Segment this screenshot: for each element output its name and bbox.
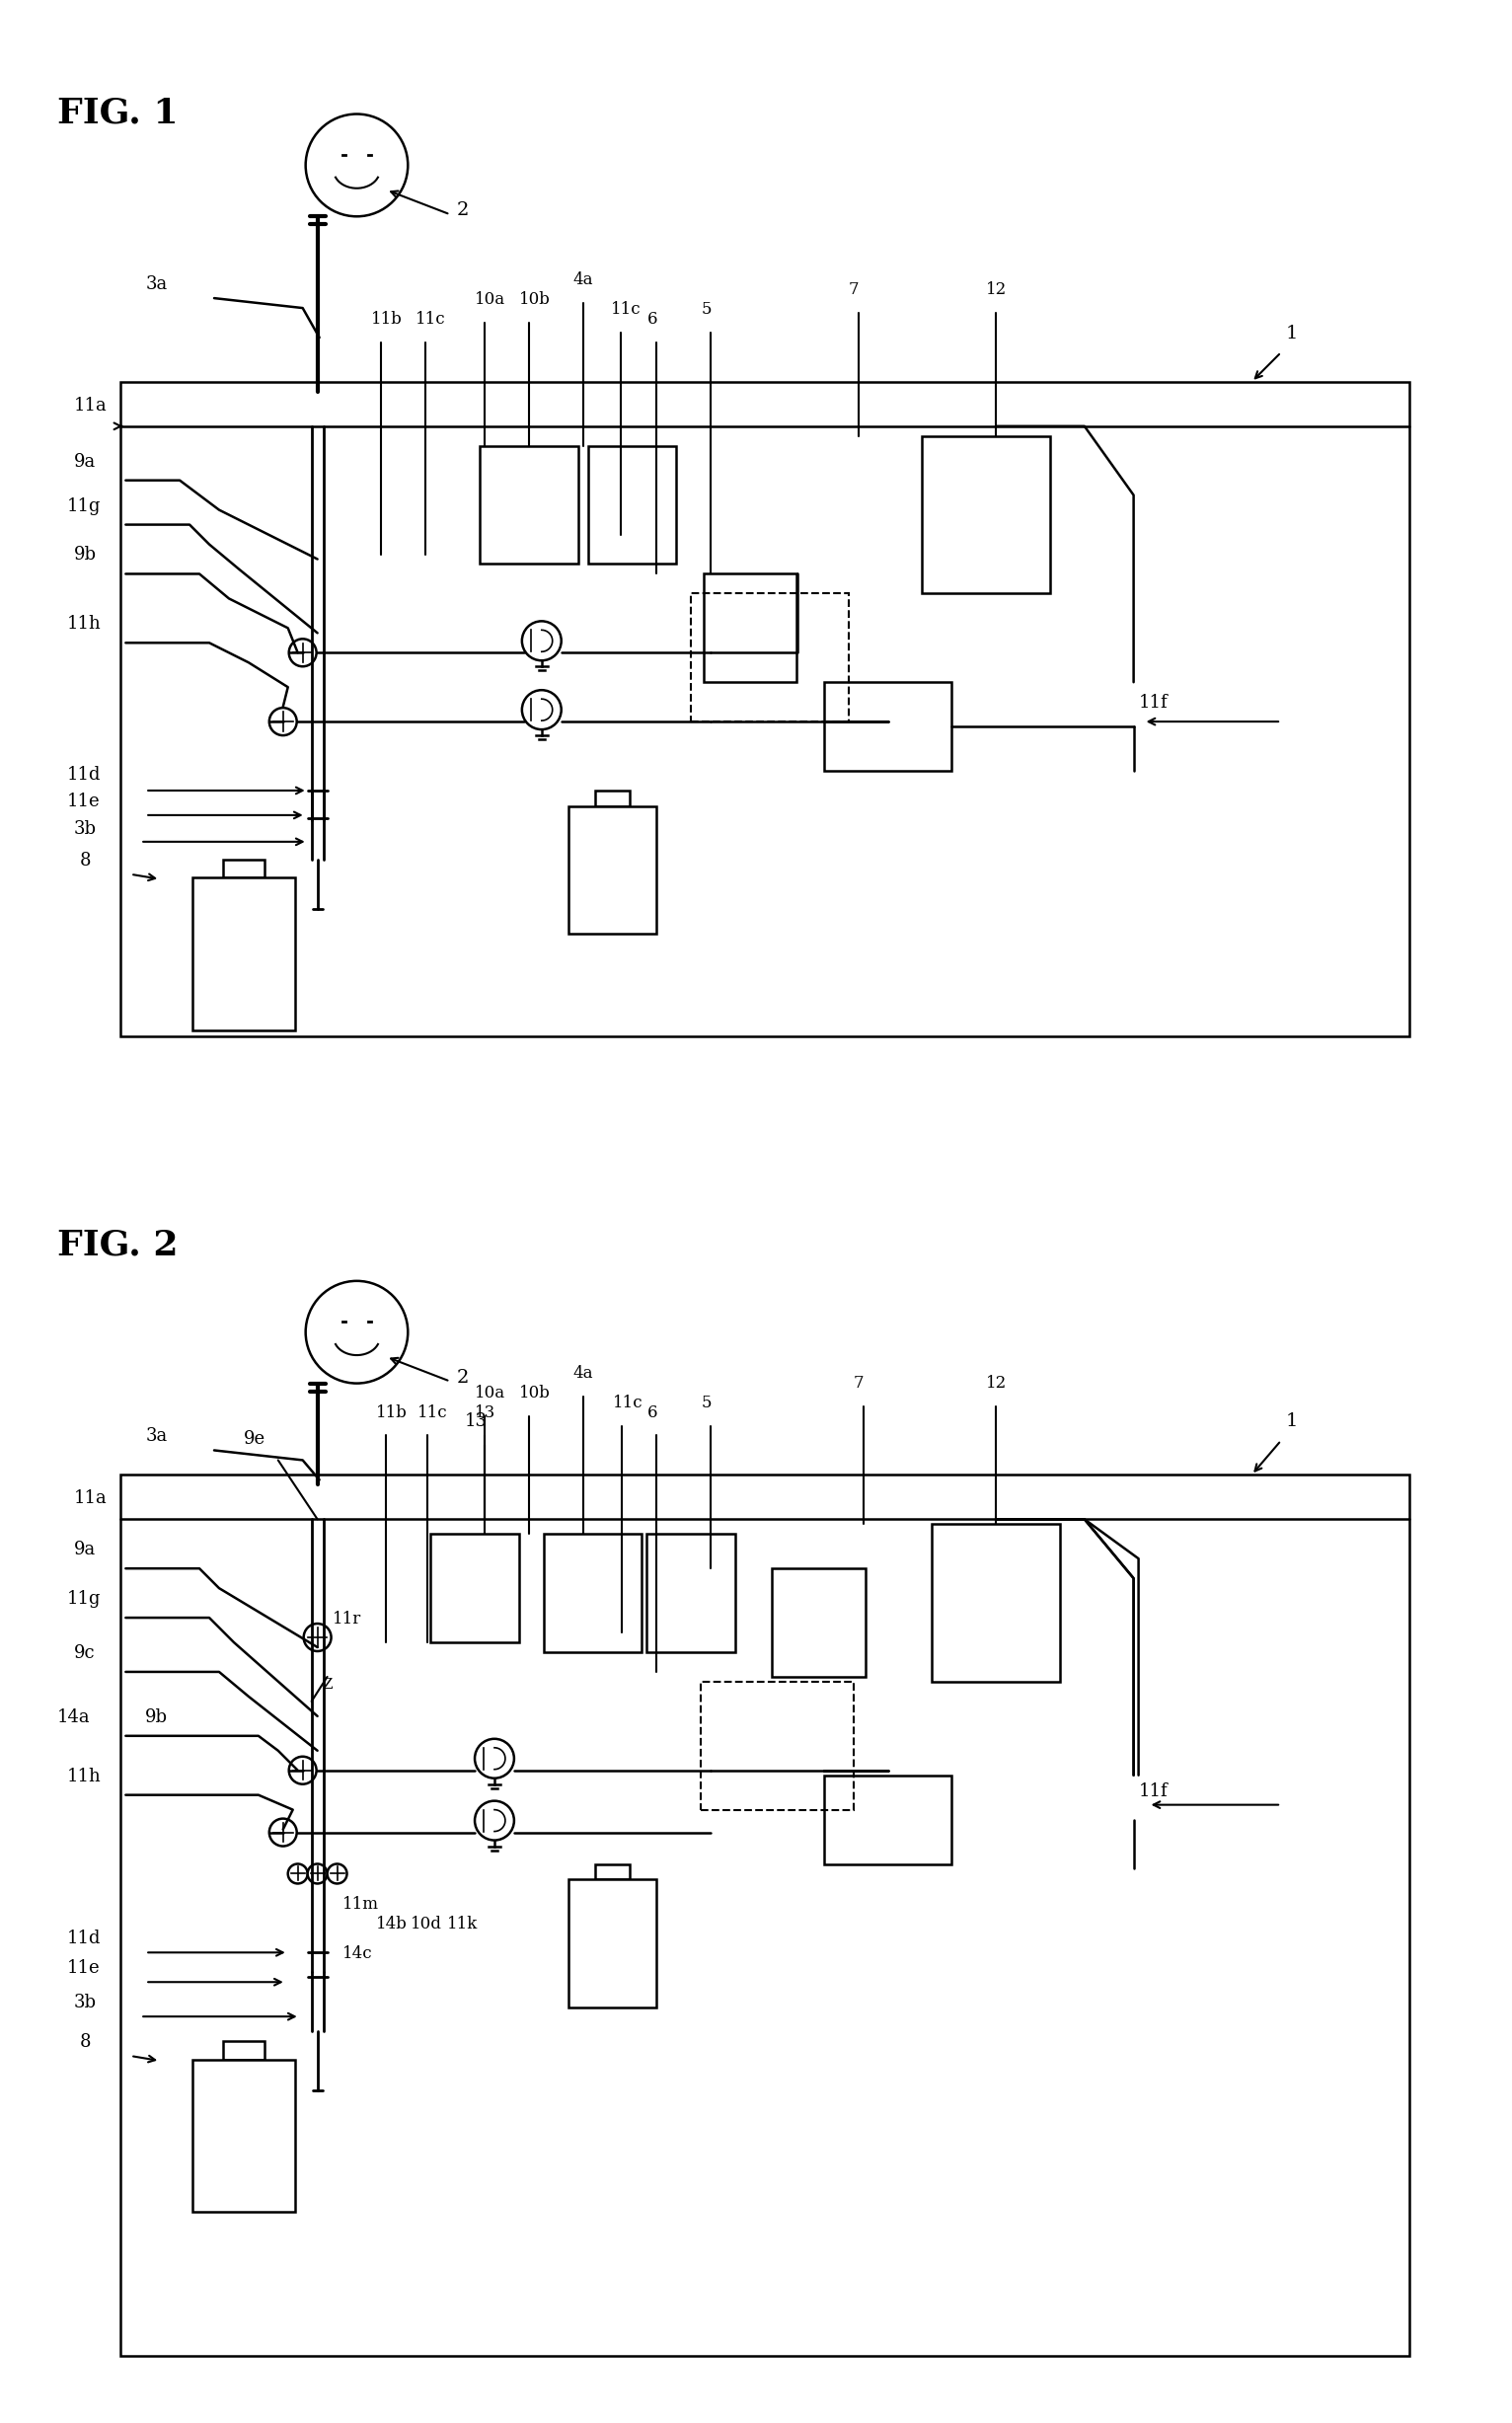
Circle shape	[289, 640, 316, 666]
Text: 10a: 10a	[475, 291, 505, 308]
Text: 14a: 14a	[57, 1708, 91, 1725]
Text: 9e: 9e	[243, 1430, 266, 1449]
Text: 9a: 9a	[74, 453, 95, 470]
Text: 6: 6	[647, 1403, 658, 1420]
Text: 11e: 11e	[67, 1960, 100, 1977]
Text: 11f: 11f	[1139, 693, 1167, 712]
Text: 2: 2	[457, 201, 469, 220]
Text: 10b: 10b	[519, 1384, 550, 1400]
Text: 5: 5	[702, 1393, 711, 1410]
Text: 11k: 11k	[448, 1917, 478, 1934]
Bar	[121, 1476, 1409, 2355]
Text: 7: 7	[848, 281, 859, 298]
Bar	[922, 436, 1049, 594]
Text: 11g: 11g	[67, 1589, 101, 1609]
Text: 4a: 4a	[573, 1364, 593, 1381]
Text: 3b: 3b	[74, 819, 97, 838]
Text: 9a: 9a	[74, 1541, 95, 1558]
Bar	[192, 2060, 295, 2212]
Text: 7: 7	[853, 1374, 863, 1391]
Text: 11c: 11c	[612, 1393, 643, 1410]
Text: 9b: 9b	[74, 545, 97, 565]
Circle shape	[327, 1863, 346, 1883]
Text: 14c: 14c	[342, 1946, 372, 1963]
Text: 13: 13	[475, 1403, 496, 1420]
Bar	[222, 860, 265, 877]
Text: 11c: 11c	[611, 300, 641, 317]
Text: 12: 12	[986, 281, 1007, 298]
Text: 11b: 11b	[372, 310, 404, 327]
Text: FIG. 1: FIG. 1	[57, 97, 178, 131]
Text: 3a: 3a	[145, 1427, 168, 1447]
Bar	[544, 1534, 643, 1652]
Text: 4a: 4a	[573, 271, 593, 288]
Bar	[121, 383, 1409, 1037]
Text: 14b: 14b	[376, 1917, 408, 1934]
Bar	[222, 2040, 265, 2060]
Text: 3b: 3b	[74, 1994, 97, 2011]
Text: 11h: 11h	[67, 615, 101, 632]
Bar	[594, 790, 631, 807]
Circle shape	[289, 1757, 316, 1783]
Bar	[647, 1534, 735, 1652]
Circle shape	[287, 1863, 307, 1883]
Text: FIG. 2: FIG. 2	[57, 1228, 178, 1262]
Circle shape	[475, 1740, 514, 1778]
Text: 11b: 11b	[376, 1403, 408, 1420]
Text: 11c: 11c	[417, 1403, 448, 1420]
Text: 11a: 11a	[74, 1490, 107, 1507]
Bar	[588, 446, 676, 565]
Text: 11a: 11a	[74, 397, 107, 414]
Bar	[773, 1568, 866, 1677]
Text: 11g: 11g	[67, 497, 101, 514]
Text: 9b: 9b	[145, 1708, 168, 1725]
Circle shape	[307, 1863, 327, 1883]
Circle shape	[522, 691, 561, 729]
Bar	[431, 1534, 519, 1643]
Bar	[702, 1682, 853, 1810]
Text: 6: 6	[647, 310, 658, 327]
Text: 3a: 3a	[145, 276, 168, 293]
Circle shape	[269, 1820, 296, 1846]
Text: 11d: 11d	[67, 1929, 101, 1948]
Bar	[824, 683, 951, 771]
Text: 2: 2	[457, 1369, 469, 1386]
Circle shape	[475, 1800, 514, 1839]
Text: 11h: 11h	[67, 1766, 101, 1786]
Text: 9c: 9c	[74, 1645, 95, 1662]
Text: 8: 8	[80, 2033, 91, 2050]
Text: 10d: 10d	[411, 1917, 443, 1934]
Text: Z: Z	[322, 1677, 333, 1691]
Bar	[569, 807, 656, 933]
Text: 10a: 10a	[475, 1384, 505, 1400]
Text: 8: 8	[80, 850, 91, 870]
Text: 13: 13	[464, 1413, 488, 1430]
Text: 11f: 11f	[1139, 1781, 1167, 1800]
Circle shape	[304, 1623, 331, 1650]
Text: 12: 12	[986, 1374, 1007, 1391]
Text: 11d: 11d	[67, 766, 101, 783]
Text: 11m: 11m	[342, 1897, 378, 1914]
Bar	[931, 1524, 1060, 1682]
Text: 1: 1	[1287, 1413, 1299, 1430]
Bar	[569, 1880, 656, 2006]
Text: 10b: 10b	[519, 291, 550, 308]
Text: 1: 1	[1287, 325, 1299, 342]
Text: 11e: 11e	[67, 792, 100, 809]
Bar	[479, 446, 578, 565]
Bar	[691, 594, 848, 722]
Text: 5: 5	[702, 300, 711, 317]
Bar	[824, 1776, 951, 1863]
Bar	[594, 1863, 631, 1880]
Text: 11c: 11c	[416, 310, 446, 327]
Circle shape	[269, 708, 296, 737]
Bar	[192, 877, 295, 1030]
Text: 11r: 11r	[333, 1611, 361, 1628]
Circle shape	[522, 620, 561, 661]
Bar	[703, 574, 797, 683]
